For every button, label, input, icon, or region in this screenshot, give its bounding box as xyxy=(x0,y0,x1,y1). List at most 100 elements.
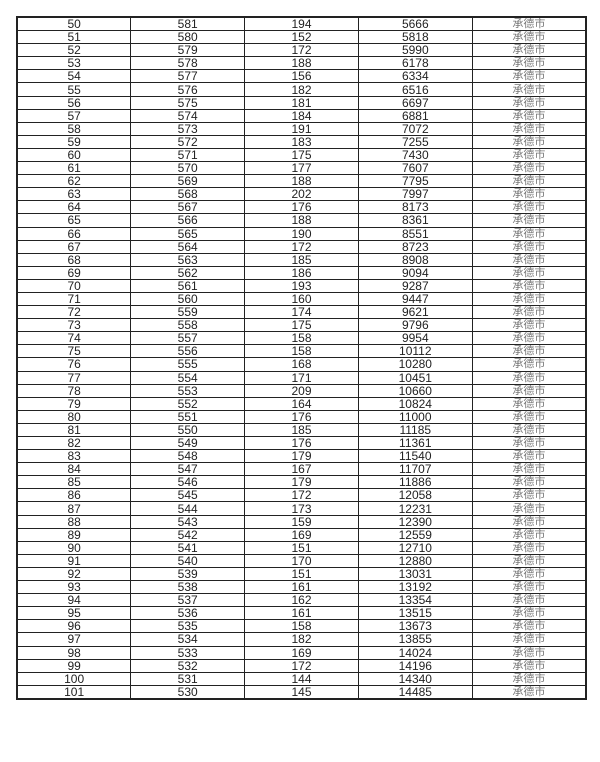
cumulative-cell: 12390 xyxy=(357,514,473,529)
rank-cell: 97 xyxy=(16,632,132,647)
cumulative-cell: 14024 xyxy=(357,645,473,660)
city-cell: 承德市 xyxy=(471,134,587,149)
rank-cell: 80 xyxy=(16,409,132,424)
score-cell: 533 xyxy=(130,645,246,660)
city-cell: 承德市 xyxy=(471,514,587,529)
score-cell: 544 xyxy=(130,501,246,516)
table-body: 50 581 194 5666 承德市 51 580 152 5818 承德市 52 579 172 59… xyxy=(16,16,587,700)
score-cell: 536 xyxy=(130,606,246,621)
count-cell: 174 xyxy=(244,305,359,320)
score-cell: 576 xyxy=(130,82,246,97)
city-cell: 承德市 xyxy=(471,422,587,438)
count-cell: 183 xyxy=(244,134,359,149)
table-row: 98 533 169 14024 承德市 xyxy=(16,645,587,660)
city-cell: 承德市 xyxy=(471,305,587,320)
count-cell: 164 xyxy=(244,396,359,411)
rank-cell: 61 xyxy=(16,161,132,176)
cumulative-cell: 8173 xyxy=(357,200,473,215)
count-cell: 194 xyxy=(244,16,359,32)
cumulative-cell: 12058 xyxy=(357,488,473,503)
city-cell: 承德市 xyxy=(471,553,587,568)
cumulative-cell: 6697 xyxy=(357,95,473,110)
rank-cell: 88 xyxy=(16,514,132,529)
count-cell: 184 xyxy=(244,108,359,123)
cumulative-cell: 9621 xyxy=(357,305,473,320)
score-cell: 559 xyxy=(130,305,246,320)
city-cell: 承德市 xyxy=(471,95,587,110)
rank-cell: 69 xyxy=(16,265,132,280)
rank-cell: 95 xyxy=(16,606,132,621)
cumulative-cell: 9796 xyxy=(357,318,473,333)
rank-cell: 77 xyxy=(16,370,132,385)
cumulative-cell: 8551 xyxy=(357,226,473,241)
city-cell: 承德市 xyxy=(471,239,587,254)
city-cell: 承德市 xyxy=(471,658,587,673)
city-cell: 承德市 xyxy=(471,527,587,542)
rank-cell: 56 xyxy=(16,95,132,110)
cumulative-cell: 5990 xyxy=(357,43,473,58)
count-cell: 151 xyxy=(244,540,359,555)
city-cell: 承德市 xyxy=(471,671,587,686)
table-row: 70 561 193 9287 承德市 xyxy=(16,278,587,293)
score-cell: 543 xyxy=(130,514,246,529)
city-cell: 承德市 xyxy=(471,409,587,424)
rank-cell: 93 xyxy=(16,580,132,595)
city-cell: 承德市 xyxy=(471,396,587,411)
count-cell: 188 xyxy=(244,174,359,189)
city-cell: 承德市 xyxy=(471,580,587,595)
count-cell: 209 xyxy=(244,383,359,398)
score-cell: 555 xyxy=(130,357,246,372)
cumulative-cell: 11000 xyxy=(357,409,473,424)
count-cell: 176 xyxy=(244,435,359,451)
score-cell: 541 xyxy=(130,540,246,555)
count-cell: 185 xyxy=(244,422,359,438)
rank-cell: 96 xyxy=(16,619,132,634)
rank-cell: 84 xyxy=(16,462,132,477)
score-cell: 561 xyxy=(130,278,246,293)
table-row: 54 577 156 6334 承德市 xyxy=(16,69,587,84)
table-row: 51 580 152 5818 承德市 xyxy=(16,30,587,45)
score-cell: 565 xyxy=(130,226,246,241)
count-cell: 169 xyxy=(244,527,359,542)
table-row: 95 536 161 13515 承德市 xyxy=(16,606,587,621)
table-row: 73 558 175 9796 承德市 xyxy=(16,318,587,333)
count-cell: 151 xyxy=(244,566,359,582)
score-cell: 550 xyxy=(130,422,246,438)
score-cell: 553 xyxy=(130,383,246,398)
count-cell: 171 xyxy=(244,370,359,385)
count-cell: 168 xyxy=(244,357,359,372)
city-cell: 承德市 xyxy=(471,187,587,202)
rank-cell: 82 xyxy=(16,435,132,451)
count-cell: 160 xyxy=(244,291,359,307)
city-cell: 承德市 xyxy=(471,462,587,477)
count-cell: 190 xyxy=(244,226,359,241)
cumulative-cell: 12880 xyxy=(357,553,473,568)
city-cell: 承德市 xyxy=(471,56,587,71)
city-cell: 承德市 xyxy=(471,383,587,398)
rank-cell: 51 xyxy=(16,30,132,45)
city-cell: 承德市 xyxy=(471,370,587,385)
score-cell: 573 xyxy=(130,121,246,136)
table-row: 52 579 172 5990 承德市 xyxy=(16,43,587,58)
count-cell: 161 xyxy=(244,580,359,595)
city-cell: 承德市 xyxy=(471,147,587,163)
cumulative-cell: 9954 xyxy=(357,331,473,346)
score-cell: 530 xyxy=(130,684,246,700)
score-cell: 566 xyxy=(130,213,246,228)
count-cell: 193 xyxy=(244,278,359,293)
city-cell: 承德市 xyxy=(471,108,587,123)
score-cell: 564 xyxy=(130,239,246,254)
cumulative-cell: 13192 xyxy=(357,580,473,595)
rank-cell: 92 xyxy=(16,566,132,582)
count-cell: 175 xyxy=(244,147,359,163)
rank-cell: 89 xyxy=(16,527,132,542)
table-row: 89 542 169 12559 承德市 xyxy=(16,527,587,542)
city-cell: 承德市 xyxy=(471,318,587,333)
table-row: 97 534 182 13855 承德市 xyxy=(16,632,587,647)
cumulative-cell: 14196 xyxy=(357,658,473,673)
cumulative-cell: 6881 xyxy=(357,108,473,123)
score-cell: 549 xyxy=(130,435,246,451)
city-cell: 承德市 xyxy=(471,331,587,346)
table-row: 101 530 145 14485 承德市 xyxy=(16,684,587,700)
rank-cell: 73 xyxy=(16,318,132,333)
